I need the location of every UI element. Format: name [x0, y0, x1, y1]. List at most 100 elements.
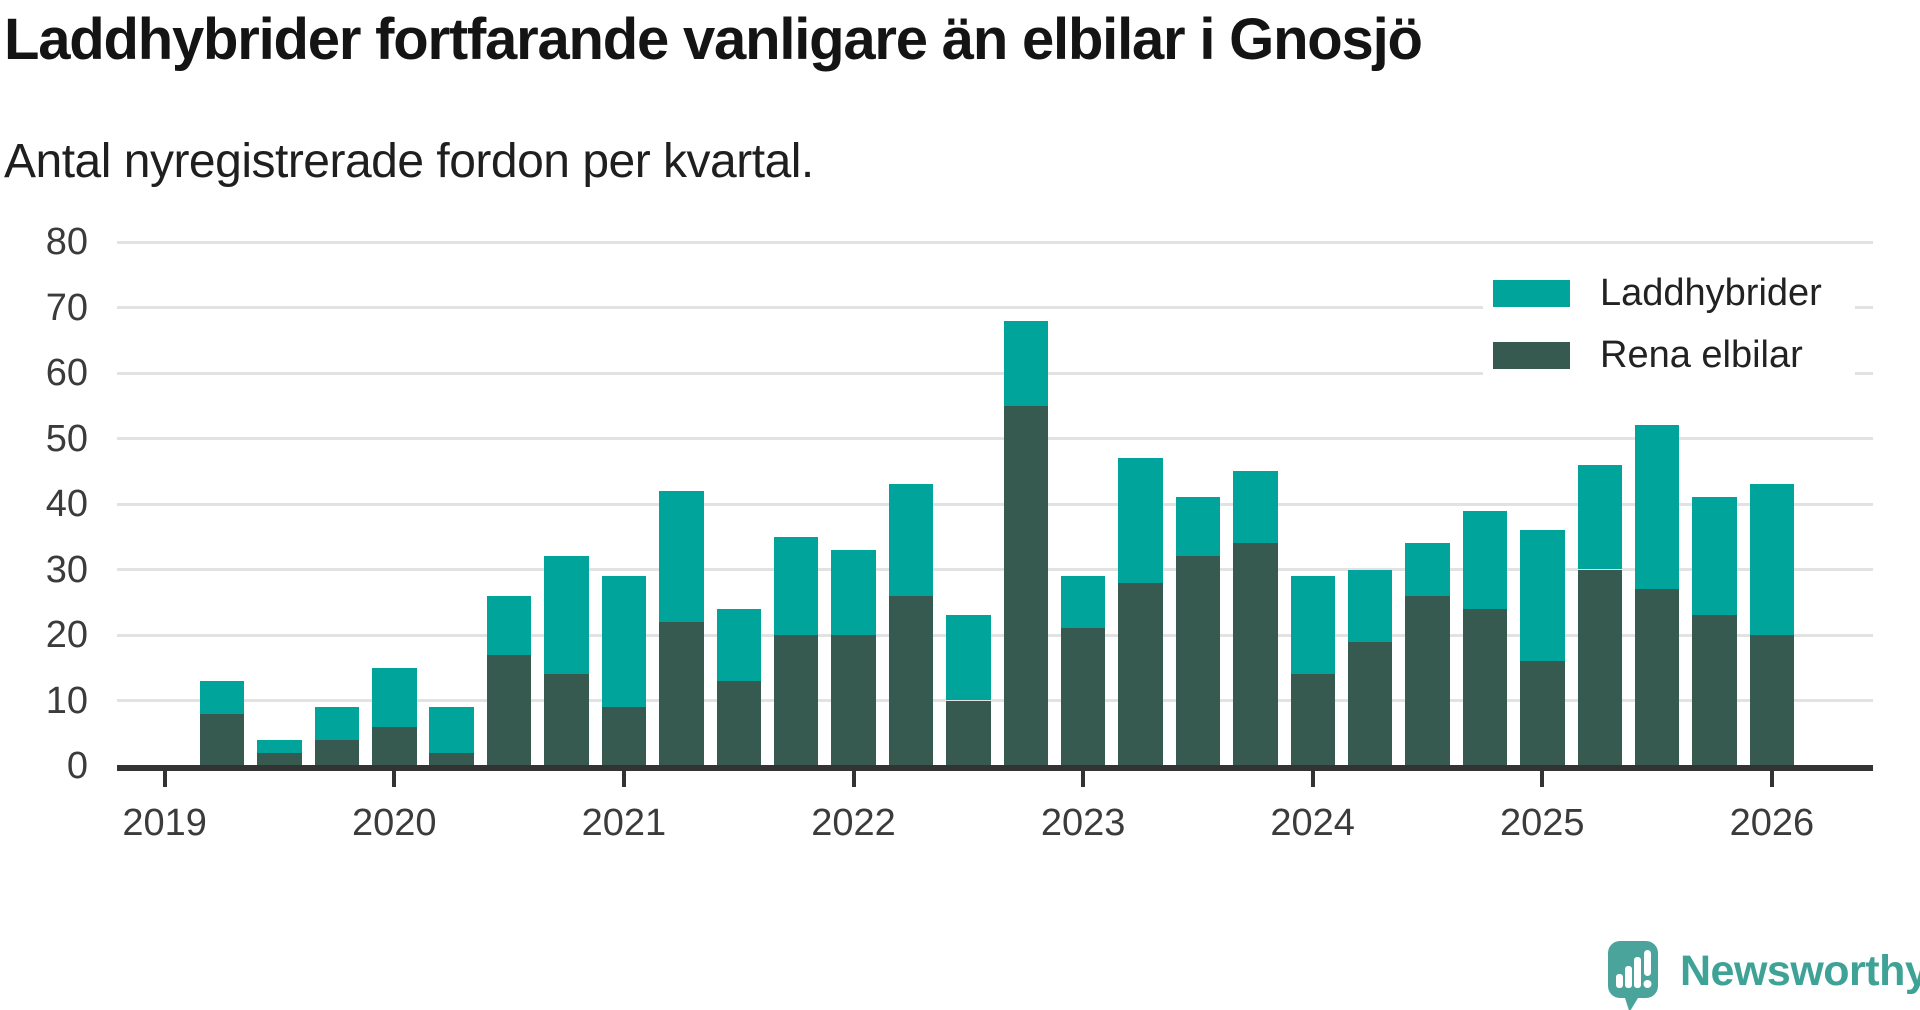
gridline-30: [117, 568, 1873, 571]
legend-label: Laddhybrider: [1600, 271, 1822, 314]
bar-segment-laddhybrider-2019Q4: [314, 707, 360, 740]
bar-segment-laddhybrider-2026Q1: [1749, 484, 1795, 635]
gridline-60: [117, 371, 1873, 375]
bar-segment-laddhybrider-2020Q2: [429, 707, 474, 753]
laddhybrider-swatch-icon: [1493, 279, 1570, 307]
x-axis-tick-2024: [1310, 771, 1315, 787]
bar-segment-rena-elbilar-2023Q4: [1233, 543, 1278, 770]
x-axis-tick-2021: [621, 771, 626, 787]
bar-segment-laddhybrider-2022Q2: [888, 484, 934, 596]
bar-segment-rena-elbilar-2023Q3: [1175, 556, 1221, 770]
bar-segment-laddhybrider-2021Q4: [773, 536, 819, 635]
bar-segment-rena-elbilar-2019Q4: [314, 739, 360, 770]
chart-title: Laddhybrider fortfarande vanligare än el…: [4, 7, 1423, 72]
bar-segment-laddhybrider-2020Q4: [544, 556, 589, 675]
bar-segment-laddhybrider-2023Q4: [1233, 471, 1278, 544]
bar-segment-rena-elbilar-2020Q4: [544, 674, 589, 770]
y-axis-label-40: 40: [45, 483, 88, 525]
x-axis-tick-2025: [1540, 771, 1545, 787]
x-axis-label-2023: 2023: [1040, 802, 1126, 844]
bar-segment-laddhybrider-2025Q1: [1520, 530, 1565, 662]
legend-item-rena-elbilar: Rena elbilar: [1483, 328, 1855, 382]
bar-segment-laddhybrider-2020Q3: [486, 595, 532, 655]
x-axis-tick-2020: [392, 771, 397, 787]
y-axis-label-50: 50: [45, 417, 88, 460]
y-axis-label-30: 30: [45, 548, 88, 591]
x-axis-tick-2022: [851, 771, 856, 787]
bar-segment-laddhybrider-2025Q3: [1634, 425, 1680, 590]
x-axis-label-2021: 2021: [581, 802, 667, 844]
x-axis-line: [117, 765, 1873, 771]
bar-segment-laddhybrider-2021Q1: [601, 576, 647, 708]
bar-segment-rena-elbilar-2024Q2: [1347, 641, 1393, 770]
gridline-80: [117, 240, 1873, 244]
bar-segment-laddhybrider-2025Q4: [1692, 497, 1737, 616]
bar-segment-rena-elbilar-2020Q3: [486, 654, 532, 770]
bar-segment-laddhybrider-2021Q3: [716, 608, 761, 681]
chart-legend: Laddhybrider Rena elbilar: [1483, 264, 1855, 384]
bar-segment-rena-elbilar-2025Q1: [1520, 661, 1565, 770]
y-axis-label-0: 0: [66, 745, 88, 787]
chart-subtitle: Antal nyregistrerade fordon per kvartal.: [4, 135, 814, 188]
bar-segment-rena-elbilar-2022Q4: [1003, 405, 1048, 770]
x-axis-label-2020: 2020: [352, 802, 437, 844]
newsworthy-logo-icon: [1608, 941, 1658, 1010]
bar-segment-laddhybrider-2019Q2: [199, 680, 245, 714]
y-axis-label-70: 70: [45, 286, 88, 329]
gridline-10: [117, 699, 1873, 702]
rena-elbilar-swatch-icon: [1493, 341, 1570, 369]
bar-segment-laddhybrider-2024Q2: [1347, 569, 1393, 642]
bar-segment-rena-elbilar-2021Q3: [716, 680, 761, 770]
bar-segment-laddhybrider-2024Q1: [1290, 576, 1335, 675]
newsworthy-branding: Newsworthy: [1608, 941, 1920, 1010]
y-axis-label-20: 20: [45, 614, 88, 656]
bar-segment-laddhybrider-2023Q1: [1060, 576, 1106, 629]
x-axis-tick-2026: [1769, 771, 1774, 787]
x-axis-label-2026: 2026: [1729, 802, 1815, 844]
bar-segment-rena-elbilar-2024Q3: [1405, 595, 1450, 770]
x-axis-tick-2023: [1081, 771, 1086, 787]
bar-segment-rena-elbilar-2021Q1: [601, 707, 647, 770]
bar-segment-rena-elbilar-2026Q1: [1749, 635, 1795, 770]
bar-segment-rena-elbilar-2025Q3: [1634, 589, 1680, 770]
bar-segment-laddhybrider-2024Q4: [1462, 510, 1508, 609]
x-axis-tick-2019: [162, 771, 167, 787]
bar-segment-rena-elbilar-2022Q1: [831, 635, 876, 770]
bar-segment-laddhybrider-2022Q3: [946, 615, 991, 701]
gridline-50: [117, 437, 1873, 440]
x-axis-label-2025: 2025: [1500, 802, 1585, 844]
bar-segment-laddhybrider-2023Q2: [1118, 458, 1163, 583]
legend-item-laddhybrider: Laddhybrider: [1483, 266, 1855, 320]
bar-segment-rena-elbilar-2024Q1: [1290, 674, 1335, 770]
bar-segment-rena-elbilar-2025Q4: [1692, 615, 1737, 770]
x-axis-label-2019: 2019: [122, 802, 207, 844]
gridline-70: [117, 306, 1873, 309]
gridline-40: [117, 502, 1873, 506]
bar-segment-rena-elbilar-2023Q2: [1118, 582, 1163, 770]
bar-segment-laddhybrider-2023Q3: [1175, 497, 1221, 557]
bar-segment-laddhybrider-2024Q3: [1405, 543, 1450, 596]
bar-segment-rena-elbilar-2022Q2: [888, 595, 934, 770]
bar-segment-laddhybrider-2022Q1: [831, 549, 876, 635]
newsworthy-logo-text: Newsworthy: [1680, 947, 1920, 995]
bar-segment-rena-elbilar-2020Q1: [372, 726, 417, 770]
y-axis-label-10: 10: [45, 679, 88, 722]
bar-segment-laddhybrider-2021Q2: [659, 490, 704, 622]
x-axis-label-2024: 2024: [1270, 802, 1355, 844]
y-axis-label-60: 60: [45, 352, 88, 394]
gridline-20: [117, 633, 1873, 637]
bar-segment-rena-elbilar-2023Q1: [1060, 628, 1106, 770]
bar-segment-rena-elbilar-2022Q3: [946, 700, 991, 770]
legend-label: Rena elbilar: [1600, 333, 1803, 376]
bar-segment-laddhybrider-2019Q3: [257, 739, 302, 753]
bar-segment-rena-elbilar-2021Q4: [773, 635, 819, 770]
bar-segment-rena-elbilar-2024Q4: [1462, 608, 1508, 770]
bar-segment-rena-elbilar-2021Q2: [659, 621, 704, 770]
bar-segment-laddhybrider-2025Q2: [1577, 464, 1622, 570]
y-axis-label-80: 80: [45, 221, 88, 263]
x-axis-label-2022: 2022: [811, 802, 896, 844]
bar-segment-laddhybrider-2020Q1: [372, 667, 417, 727]
bar-segment-rena-elbilar-2019Q2: [199, 713, 245, 770]
bar-segment-rena-elbilar-2025Q2: [1577, 569, 1622, 770]
